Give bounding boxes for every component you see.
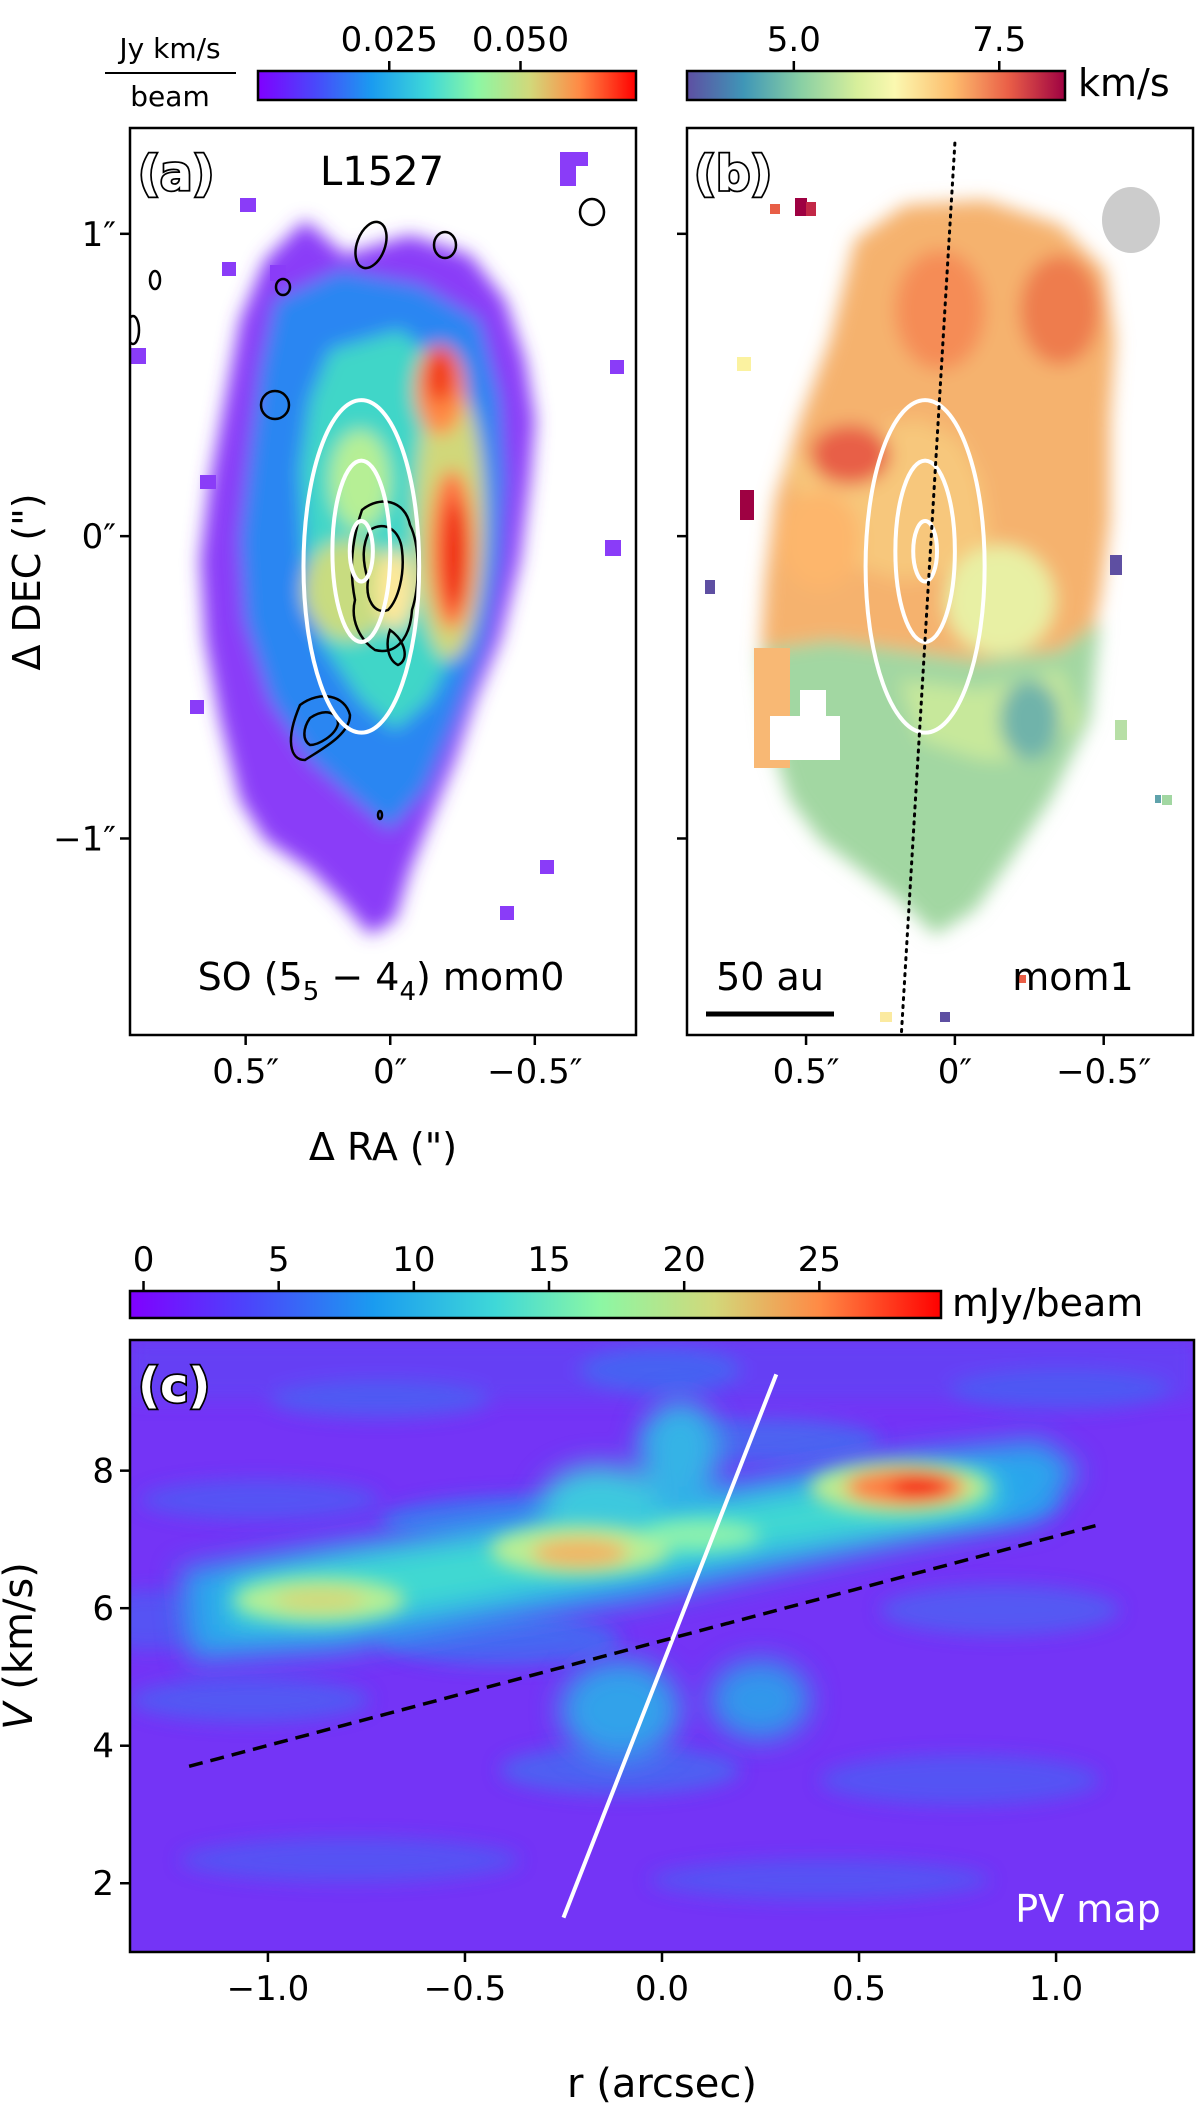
caption-mid: − 4 — [319, 955, 399, 999]
colorbar-a-unit-top: Jy km/s — [117, 32, 220, 65]
plot-frame-a — [128, 126, 638, 1037]
panel-b-caption: mom1 — [1012, 955, 1133, 999]
keplerian-line-white — [561, 1373, 779, 1919]
xtick-label-c-3: 0.5 — [832, 1969, 886, 2009]
panel-c-ylabel: V (km/s) — [0, 1562, 42, 1730]
panel-c: 0 5 10 15 20 25 mJy/beam — [0, 1240, 1196, 2107]
xtick-label-c-2: 0.0 — [635, 1969, 689, 2009]
colorbar-c — [128, 1289, 943, 1320]
colorbar-b — [685, 69, 1067, 102]
colorbar-b-unit: km/s — [1078, 61, 1170, 105]
colorbar-a-tick-label-0: 0.025 — [341, 20, 438, 60]
colorbar-b-tick-label-1: 7.5 — [972, 20, 1026, 60]
white-contour-b-0 — [863, 398, 987, 735]
white-contour-a-0 — [301, 398, 422, 735]
mom0-map — [130, 152, 624, 935]
colorbar-c-tick-label-4: 20 — [663, 1240, 706, 1280]
symmetry-axis-dotted — [899, 141, 957, 1035]
xtick-label-a-0: 0.5″ — [212, 1052, 279, 1092]
panel-b-label: (b) — [694, 146, 772, 202]
ylabel-unit: (km/s) — [0, 1562, 42, 1690]
pv-map — [130, 1340, 1194, 1952]
xtick-label-a-1: 0″ — [373, 1052, 407, 1092]
plot-frame-b — [685, 126, 1195, 1037]
panel-a-xlabel: Δ RA (") — [309, 1125, 457, 1169]
ytick-label-a-2: −1″ — [53, 819, 116, 859]
beam-ellipse — [1102, 187, 1160, 253]
panel-a: 0.025 0.050 Jy km/s beam — [5, 20, 638, 1169]
colorbar-a-tick-label-1: 0.050 — [472, 20, 569, 60]
panel-c-label: (c) — [138, 1358, 210, 1414]
white-contour-b-1 — [893, 458, 957, 644]
white-contour-a-1 — [330, 458, 393, 644]
panel-a-ylabel: Δ DEC (") — [5, 493, 49, 670]
panel-a-caption: SO (55 − 44) mom0 — [198, 955, 565, 1007]
colorbar-a — [256, 69, 638, 102]
caption-sub1: 5 — [303, 977, 320, 1007]
xtick-label-b-1: 0″ — [938, 1052, 972, 1092]
xtick-label-a-2: −0.5″ — [487, 1052, 582, 1092]
colorbar-c-tick-label-2: 10 — [392, 1240, 435, 1280]
panel-a-title: L1527 — [320, 149, 444, 195]
caption-sub2: 4 — [399, 977, 416, 1007]
ytick-label-c-1: 4 — [92, 1727, 114, 1767]
ytick-label-c-0: 2 — [92, 1864, 114, 1904]
ytick-label-a-0: 1″ — [82, 215, 116, 255]
xtick-label-c-4: 1.0 — [1029, 1969, 1083, 2009]
colorbar-c-tick-label-0: 0 — [133, 1240, 155, 1280]
ytick-label-a-1: 0″ — [82, 517, 116, 557]
panel-a-label: (a) — [138, 146, 214, 202]
mom1-map — [705, 141, 1172, 1035]
caption-suffix: ) mom0 — [416, 955, 564, 999]
scale-bar-label: 50 au — [716, 955, 824, 999]
panel-b: 5.0 7.5 km/s — [677, 20, 1195, 1092]
panel-c-caption: PV map — [1015, 1887, 1160, 1931]
ytick-label-c-2: 6 — [92, 1589, 114, 1629]
caption-prefix: SO (5 — [198, 955, 303, 999]
colorbar-c-unit: mJy/beam — [952, 1281, 1143, 1325]
linear-fit-dashed — [188, 1523, 1096, 1769]
ytick-label-c-3: 8 — [92, 1452, 114, 1492]
panel-c-xlabel: r (arcsec) — [567, 2061, 757, 2107]
xtick-label-b-2: −0.5″ — [1056, 1052, 1151, 1092]
colorbar-a-unit-bottom: beam — [130, 80, 209, 113]
white-contour-b-2 — [911, 519, 940, 584]
white-contour-a-2 — [347, 519, 375, 584]
colorbar-c-tick-label-1: 5 — [268, 1240, 290, 1280]
colorbar-c-tick-label-5: 25 — [798, 1240, 841, 1280]
colorbar-c-tick-label-3: 15 — [527, 1240, 570, 1280]
xtick-label-c-0: −1.0 — [227, 1969, 310, 2009]
xtick-label-b-0: 0.5″ — [773, 1052, 840, 1092]
xtick-label-c-1: −0.5 — [424, 1969, 507, 2009]
colorbar-b-tick-label-0: 5.0 — [767, 20, 821, 60]
